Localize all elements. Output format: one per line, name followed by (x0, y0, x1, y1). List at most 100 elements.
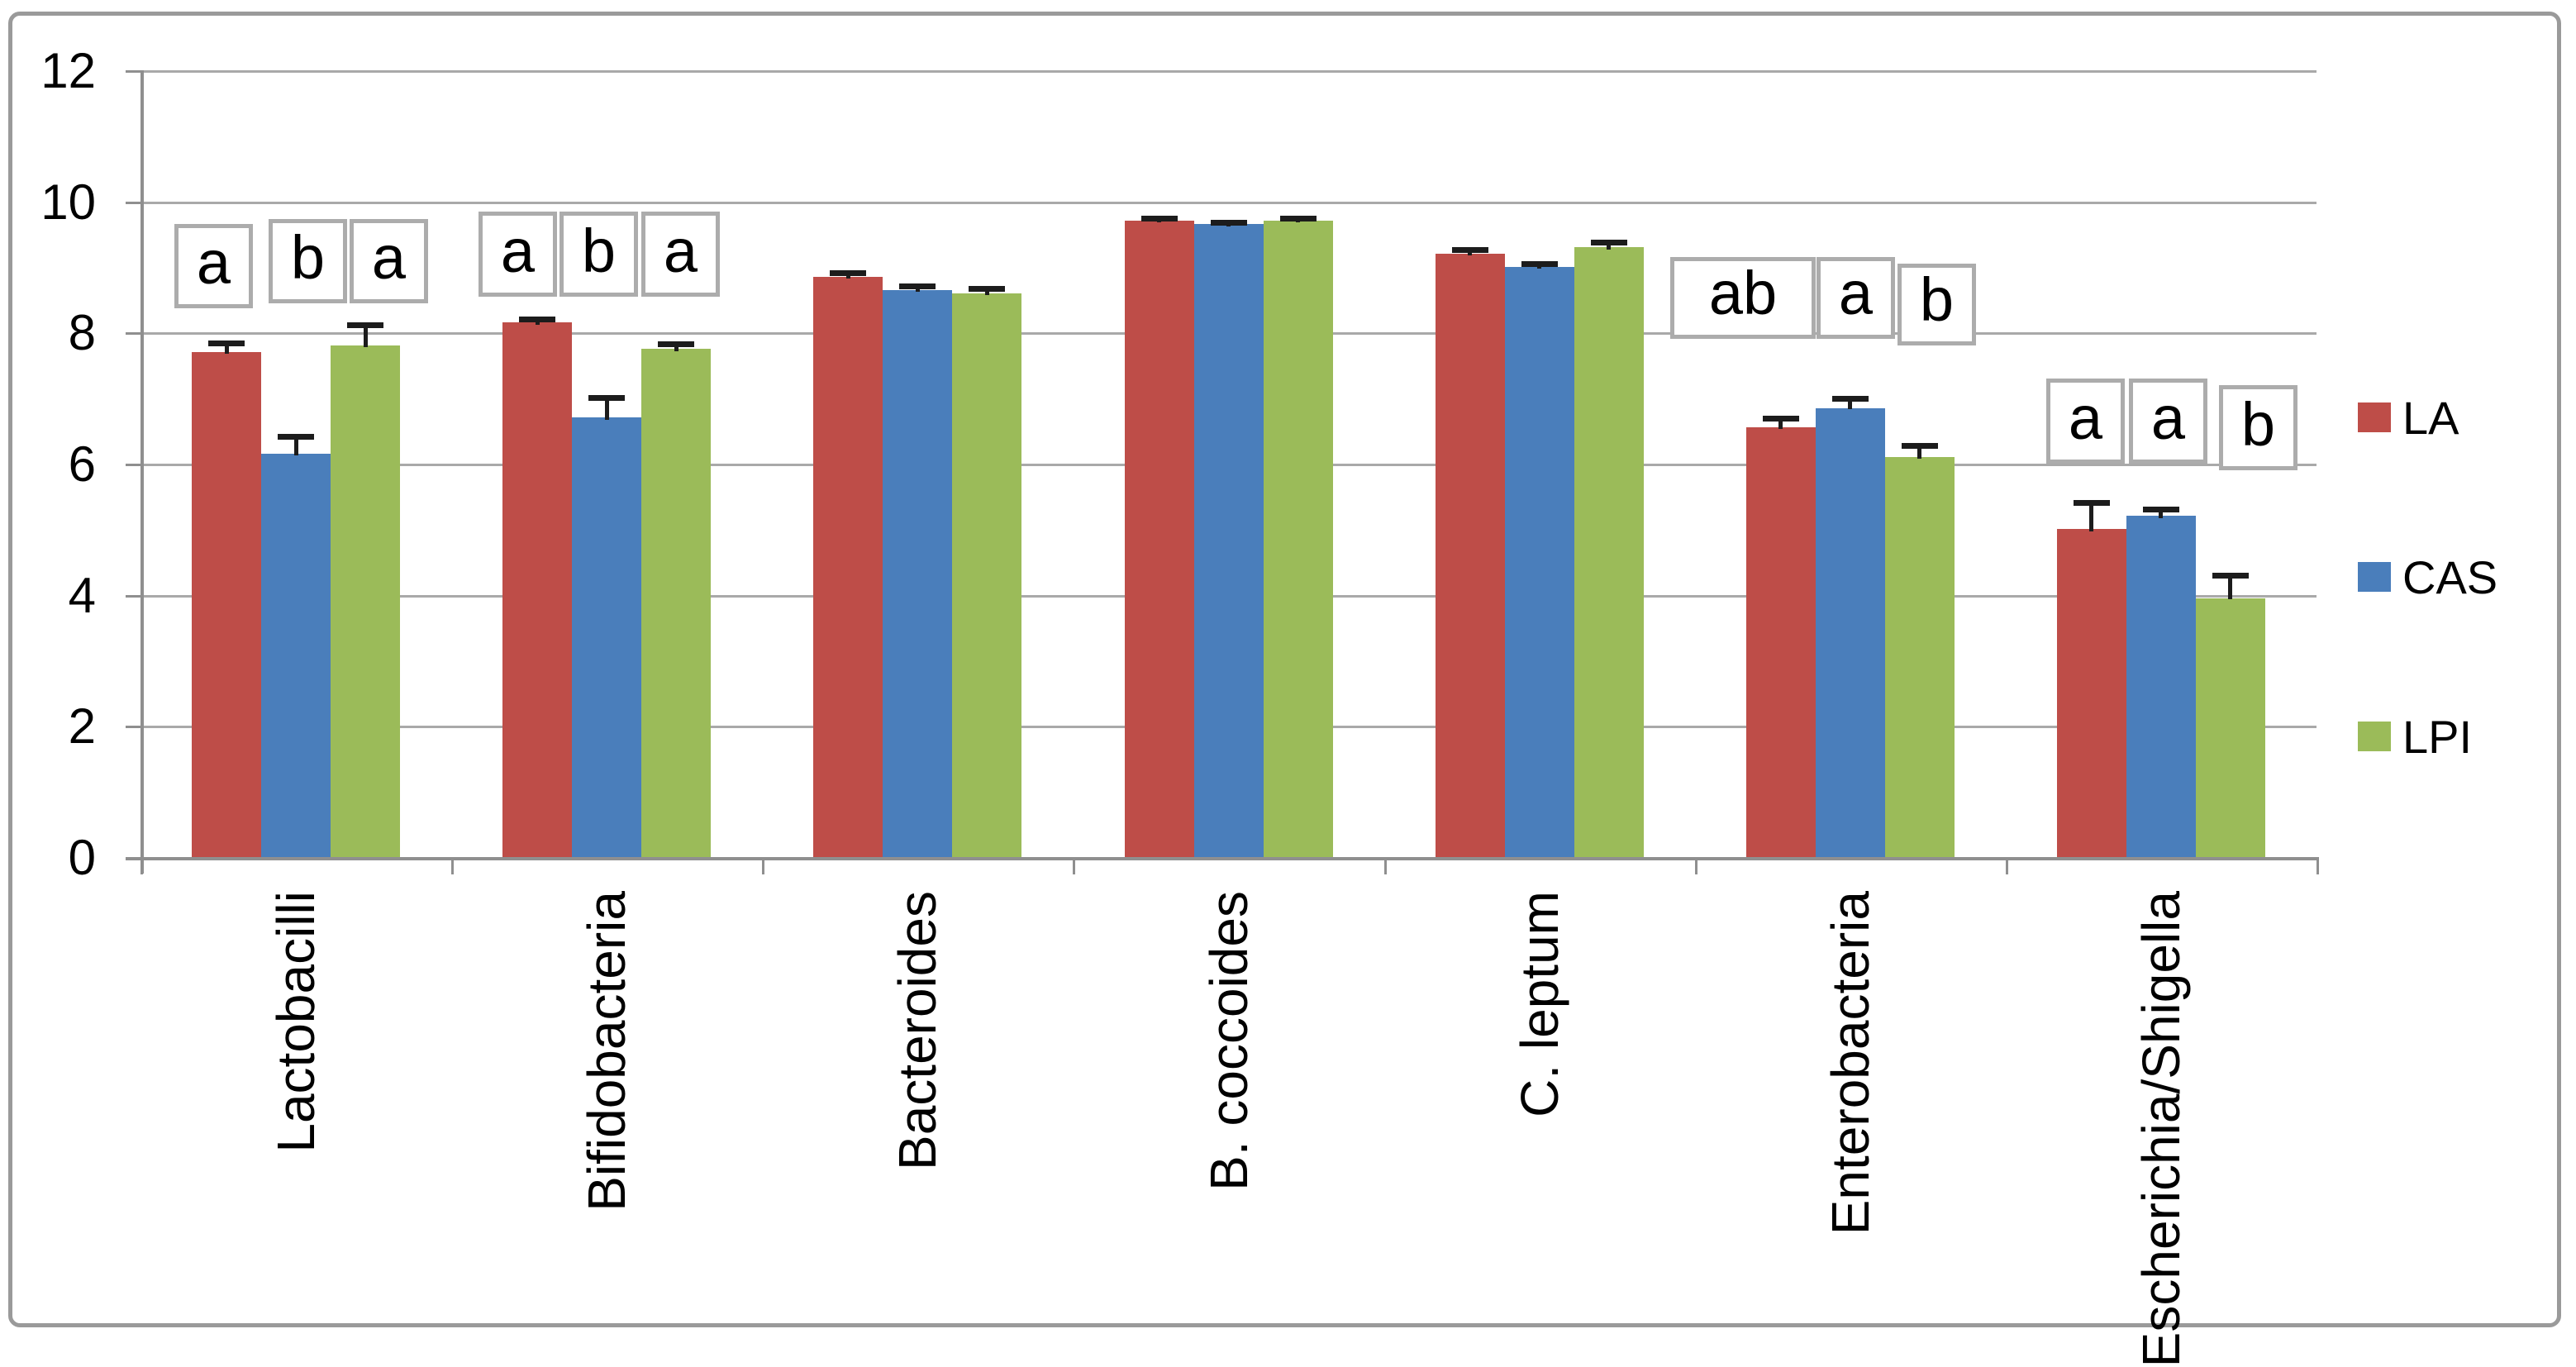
category-label-enterobacteria: Enterobacteria (1821, 891, 1880, 1236)
y-tick-label-0: 0 (68, 830, 96, 885)
bar-la-escherichia-shigella (2057, 529, 2126, 857)
sig-letter-escherichia-shigella-1-a: a (2129, 379, 2207, 464)
y-tick-4 (126, 595, 140, 598)
legend-swatch-cas (2358, 562, 2391, 592)
bar-cas-lactobacilli (261, 454, 331, 857)
bar-lpi-lactobacilli (331, 345, 400, 857)
x-tick-3 (1073, 857, 1075, 874)
error-cap-la-b-coccoides (1141, 216, 1178, 221)
y-tick-label-4: 4 (68, 568, 96, 623)
category-label-lactobacilli: Lactobacilli (266, 891, 326, 1153)
x-tick-0 (140, 857, 143, 874)
legend-swatch-lpi (2358, 722, 2391, 751)
error-cap-la-bacteroides (830, 270, 866, 276)
bar-cas-bifidobacteria (572, 417, 641, 857)
error-cap-cas-enterobacteria (1832, 396, 1869, 402)
sig-letter-bifidobacteria-2-a: a (641, 212, 720, 297)
error-bar-la-lactobacilli (225, 341, 229, 354)
bar-lpi-b-coccoides (1264, 221, 1333, 857)
error-bar-lpi-lactobacilli (364, 322, 368, 347)
error-cap-lpi-escherichia-shigella (2212, 573, 2249, 579)
sig-letter-enterobacteria-1-a: a (1817, 257, 1895, 339)
sig-letter-bifidobacteria-0-a: a (479, 212, 557, 297)
error-cap-cas-escherichia-shigella (2143, 507, 2179, 512)
bar-cas-b-coccoides (1194, 224, 1264, 857)
bar-lpi-enterobacteria (1885, 457, 1955, 857)
bar-la-c-leptum (1436, 254, 1505, 857)
legend-item-lpi: LPI (2358, 703, 2472, 769)
legend-item-la: LA (2358, 384, 2459, 450)
bar-lpi-escherichia-shigella (2196, 598, 2265, 857)
category-label-b-coccoides: B. coccoides (1199, 891, 1259, 1191)
error-bar-cas-escherichia-shigella (2159, 507, 2163, 518)
error-cap-la-enterobacteria (1763, 416, 1799, 422)
error-cap-cas-c-leptum (1521, 261, 1558, 267)
error-cap-la-bifidobacteria (519, 317, 555, 322)
sig-letter-bifidobacteria-1-b: b (559, 212, 638, 297)
error-bar-cas-lactobacilli (294, 434, 298, 455)
bar-la-enterobacteria (1746, 427, 1816, 857)
sig-letter-escherichia-shigella-2-b: b (2219, 385, 2297, 470)
y-tick-2 (126, 726, 140, 728)
bar-cas-c-leptum (1505, 267, 1574, 857)
error-cap-lpi-enterobacteria (1902, 443, 1938, 449)
x-tick-7 (2316, 857, 2319, 874)
error-cap-lpi-bacteroides (969, 286, 1005, 292)
sig-letter-lactobacilli-0-a: a (174, 224, 253, 308)
legend-label-la: LA (2402, 391, 2459, 444)
error-bar-lpi-escherichia-shigella (2228, 573, 2232, 599)
error-bar-la-enterobacteria (1778, 416, 1783, 429)
category-label-escherichia-shigella: Escherichia/Shigella (2131, 891, 2191, 1367)
error-cap-lpi-c-leptum (1591, 240, 1627, 245)
legend-label-lpi: LPI (2402, 710, 2473, 763)
sig-letter-escherichia-shigella-0-a: a (2046, 379, 2125, 464)
bar-la-b-coccoides (1125, 221, 1194, 857)
error-cap-cas-b-coccoides (1211, 220, 1247, 226)
error-bar-cas-enterobacteria (1848, 396, 1852, 409)
gridline-12 (140, 70, 2316, 73)
x-tick-1 (451, 857, 454, 874)
y-tick-label-10: 10 (40, 174, 96, 230)
error-cap-cas-lactobacilli (278, 434, 314, 440)
bar-cas-enterobacteria (1816, 408, 1885, 857)
bar-lpi-bacteroides (952, 293, 1021, 857)
x-tick-4 (1384, 857, 1387, 874)
sig-letter-enterobacteria-0-ab: ab (1670, 257, 1816, 339)
x-axis-line (126, 857, 2316, 860)
error-cap-cas-bifidobacteria (588, 395, 625, 401)
y-tick-8 (126, 332, 140, 335)
y-tick-label-2: 2 (68, 698, 96, 754)
x-tick-5 (1695, 857, 1697, 874)
error-cap-lpi-bifidobacteria (658, 341, 694, 347)
sig-letter-lactobacilli-1-b: b (269, 219, 347, 303)
error-bar-cas-bifidobacteria (605, 395, 609, 420)
gridline-10 (140, 202, 2316, 204)
sig-letter-enterobacteria-2-b: b (1897, 264, 1976, 345)
category-label-bifidobacteria: Bifidobacteria (577, 891, 636, 1212)
y-tick-label-12: 12 (40, 43, 96, 98)
y-axis-line (140, 70, 144, 874)
error-cap-la-c-leptum (1452, 247, 1488, 253)
legend-item-cas: CAS (2358, 544, 2497, 610)
chart-border (8, 12, 2561, 1327)
legend-swatch-la (2358, 402, 2391, 432)
error-cap-la-escherichia-shigella (2074, 500, 2110, 506)
y-tick-10 (126, 202, 140, 204)
error-cap-lpi-b-coccoides (1280, 216, 1317, 221)
error-cap-lpi-lactobacilli (347, 322, 383, 328)
x-tick-2 (762, 857, 764, 874)
error-bar-la-escherichia-shigella (2089, 500, 2093, 531)
bar-cas-escherichia-shigella (2126, 516, 2196, 857)
bar-la-lactobacilli (192, 352, 261, 857)
sig-letter-lactobacilli-2-a: a (350, 219, 428, 303)
bar-lpi-bifidobacteria (641, 349, 711, 857)
y-tick-label-8: 8 (68, 305, 96, 360)
y-tick-label-6: 6 (68, 436, 96, 492)
y-tick-6 (126, 464, 140, 466)
bar-cas-bacteroides (883, 290, 952, 857)
error-bar-lpi-enterobacteria (1917, 443, 1921, 459)
bar-la-bifidobacteria (502, 322, 572, 857)
x-tick-6 (2006, 857, 2008, 874)
